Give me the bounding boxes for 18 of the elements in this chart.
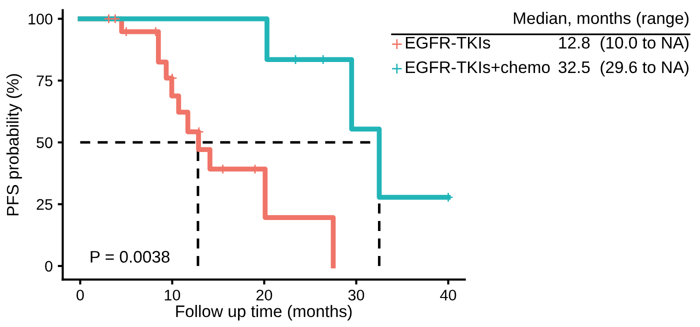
text: 12.8 (10.0 to NA) bbox=[559, 36, 688, 52]
x-tick-label: 40 bbox=[440, 290, 456, 301]
x-tick-label: 0 bbox=[76, 290, 84, 301]
annotation: P = 0.0038 bbox=[90, 250, 170, 263]
text: 32.5 (29.6 to NA) bbox=[558, 60, 688, 76]
y-tick-label: 75 bbox=[36, 76, 52, 86]
x-axis-title: Follow up time (months) bbox=[176, 304, 352, 320]
y-tick-label: 25 bbox=[36, 199, 52, 210]
x-tick-label: 10 bbox=[164, 290, 180, 301]
y-tick-label: 50 bbox=[36, 137, 52, 148]
legend-label: EGFR-TKIs bbox=[406, 36, 490, 49]
y-tick-label: 100 bbox=[28, 14, 52, 24]
y-axis-title: PFS probability (%) bbox=[6, 74, 22, 216]
legend-title: Median, months (range) bbox=[514, 12, 688, 28]
y-tick-label: 0 bbox=[45, 260, 52, 272]
x-tick-label: 30 bbox=[348, 290, 364, 301]
x-tick-label: 20 bbox=[256, 290, 272, 301]
legend-label: EGFR-TKIs+chemo bbox=[406, 60, 550, 74]
